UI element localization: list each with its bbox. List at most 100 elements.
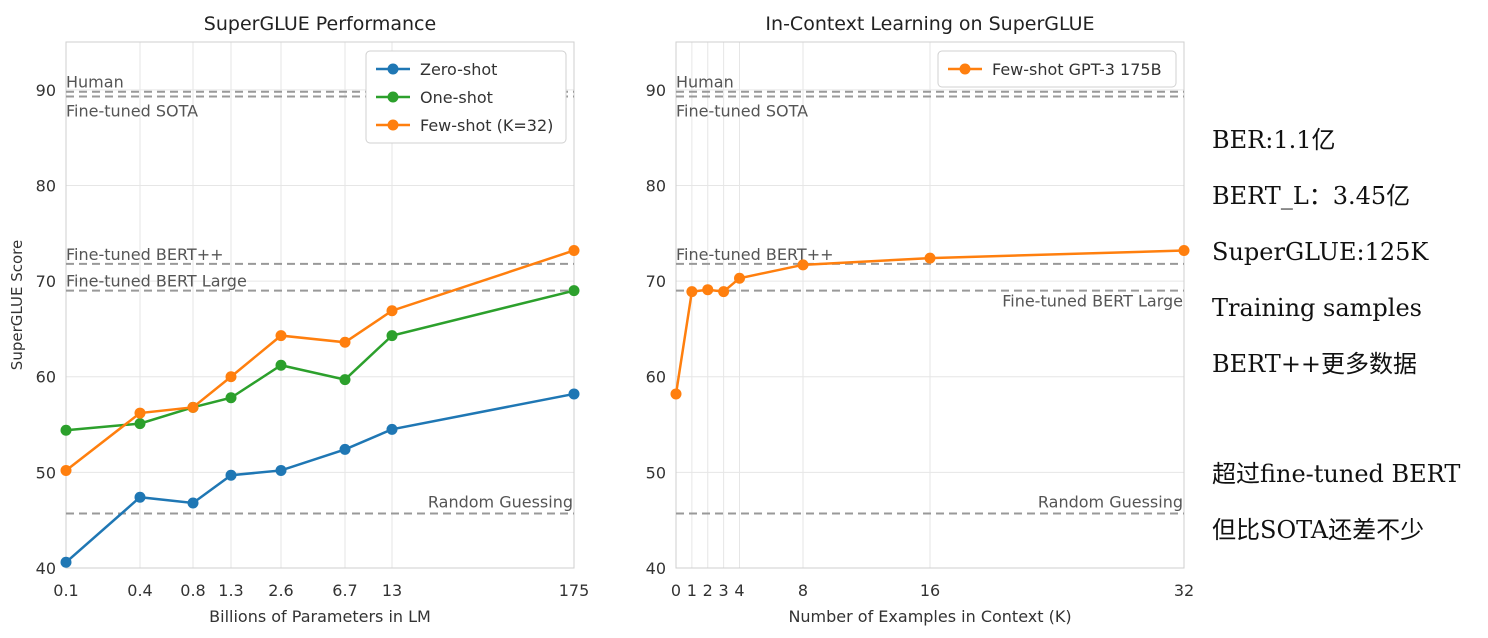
x-tick-label: 2.6 <box>268 581 293 600</box>
data-point <box>225 371 237 383</box>
legend-entry: Few-shot GPT-3 175B <box>992 60 1162 79</box>
data-point <box>60 424 72 436</box>
data-point <box>60 464 72 476</box>
data-point <box>339 374 351 386</box>
series-line <box>65 392 575 564</box>
reference-line-label: Fine-tuned SOTA <box>66 102 198 121</box>
x-tick-label: 8 <box>798 581 808 600</box>
data-point <box>1178 244 1190 256</box>
reference-line-label: Human <box>66 73 124 92</box>
x-axis-label: Billions of Parameters in LM <box>209 607 431 626</box>
x-tick-label: 2 <box>703 581 713 600</box>
data-point <box>134 418 146 430</box>
series-line <box>65 289 575 432</box>
data-point <box>60 556 72 568</box>
data-point <box>924 252 936 264</box>
y-tick-label: 50 <box>36 463 56 482</box>
note-line: Training samples <box>1212 294 1422 322</box>
note-spacer <box>1212 392 1482 446</box>
data-point <box>568 285 580 297</box>
data-point <box>187 497 199 509</box>
x-tick-label: 0.4 <box>127 581 152 600</box>
note-line: 超过fine-tuned BERT <box>1212 460 1461 488</box>
note-line: 但比SOTA还差不少 <box>1212 516 1425 544</box>
y-tick-label: 70 <box>36 272 56 291</box>
x-tick-label: 4 <box>734 581 744 600</box>
data-point <box>568 388 580 400</box>
reference-line-label: Fine-tuned BERT++ <box>676 245 834 264</box>
data-point <box>670 388 682 400</box>
legend-swatch-marker <box>387 119 399 131</box>
legend-box <box>365 50 567 144</box>
legend-entry: Zero-shot <box>420 60 497 79</box>
legend-entry: Few-shot (K=32) <box>420 116 553 135</box>
annotation-notes: BER:1.1亿 BERT_L：3.45亿 SuperGLUE:125K Tra… <box>1212 112 1482 558</box>
y-tick-label: 60 <box>36 368 56 387</box>
data-point <box>718 286 730 298</box>
y-tick-label: 90 <box>36 81 56 100</box>
x-tick-label: 1 <box>687 581 697 600</box>
legend-box <box>937 50 1177 88</box>
data-point <box>386 330 398 342</box>
x-tick-label: 1.3 <box>218 581 243 600</box>
data-point <box>386 423 398 435</box>
y-tick-label: 40 <box>36 559 56 578</box>
y-tick-label: 40 <box>646 559 666 578</box>
chart-panel-1: SuperGLUE Performance 40 50 60 70 80 90 0.1 0.4 0… <box>8 13 589 626</box>
data-point <box>187 401 199 413</box>
x-tick-label: 0 <box>671 581 681 600</box>
x-tick-label: 175 <box>559 581 590 600</box>
reference-line-label: Fine-tuned SOTA <box>676 102 808 121</box>
note-line: SuperGLUE:125K <box>1212 238 1429 266</box>
data-point <box>734 272 745 284</box>
reference-line-label: Random Guessing <box>428 492 573 511</box>
y-tick-label: 80 <box>646 176 666 195</box>
y-tick-label: 70 <box>646 272 666 291</box>
y-tick-label: 80 <box>36 176 56 195</box>
data-point <box>134 407 146 419</box>
x-tick-label: 32 <box>1174 581 1194 600</box>
x-tick-label: 16 <box>920 581 940 600</box>
data-point <box>339 443 351 455</box>
data-point <box>386 305 398 317</box>
y-axis-label: SuperGLUE Score <box>8 240 26 370</box>
data-point <box>686 286 698 298</box>
data-point <box>275 330 287 342</box>
data-point <box>275 464 287 476</box>
reference-line-label: Human <box>676 73 734 92</box>
series-line <box>65 249 575 472</box>
chart-title: SuperGLUE Performance <box>204 13 436 35</box>
reference-line-label: Random Guessing <box>1038 492 1183 511</box>
data-point <box>702 284 714 296</box>
plot-frame <box>675 41 1185 569</box>
x-tick-label: 3 <box>719 581 729 600</box>
legend-swatch-marker <box>959 63 971 75</box>
y-tick-label: 50 <box>646 463 666 482</box>
note-line: BERT++更多数据 <box>1212 350 1418 378</box>
legend-swatch-marker <box>387 63 399 75</box>
chart-panel-2: In-Context Learning on SuperGLUE40506070… <box>646 13 1195 626</box>
chart-title: In-Context Learning on SuperGLUE <box>765 13 1094 35</box>
data-point <box>225 469 237 481</box>
reference-line-label: Fine-tuned BERT++ <box>66 245 224 264</box>
note-line: BERT_L：3.45亿 <box>1212 182 1411 210</box>
data-point <box>339 336 351 348</box>
plot-frame <box>65 41 575 569</box>
reference-line-label: Fine-tuned BERT Large <box>1002 292 1183 311</box>
reference-line-label: Fine-tuned BERT Large <box>66 272 247 291</box>
x-tick-label: 13 <box>382 581 402 600</box>
legend-swatch-marker <box>387 91 399 103</box>
data-point <box>568 244 580 256</box>
x-tick-label: 0.1 <box>53 581 78 600</box>
x-tick-label: 6.7 <box>332 581 357 600</box>
note-line: BER:1.1亿 <box>1212 126 1336 154</box>
legend-entry: One-shot <box>420 88 493 107</box>
x-tick-label: 0.8 <box>180 581 205 600</box>
x-axis-label: Number of Examples in Context (K) <box>788 607 1071 626</box>
data-point <box>797 259 809 271</box>
data-point <box>275 359 287 371</box>
y-tick-label: 60 <box>646 368 666 387</box>
data-point <box>225 392 237 404</box>
data-point <box>134 491 146 503</box>
